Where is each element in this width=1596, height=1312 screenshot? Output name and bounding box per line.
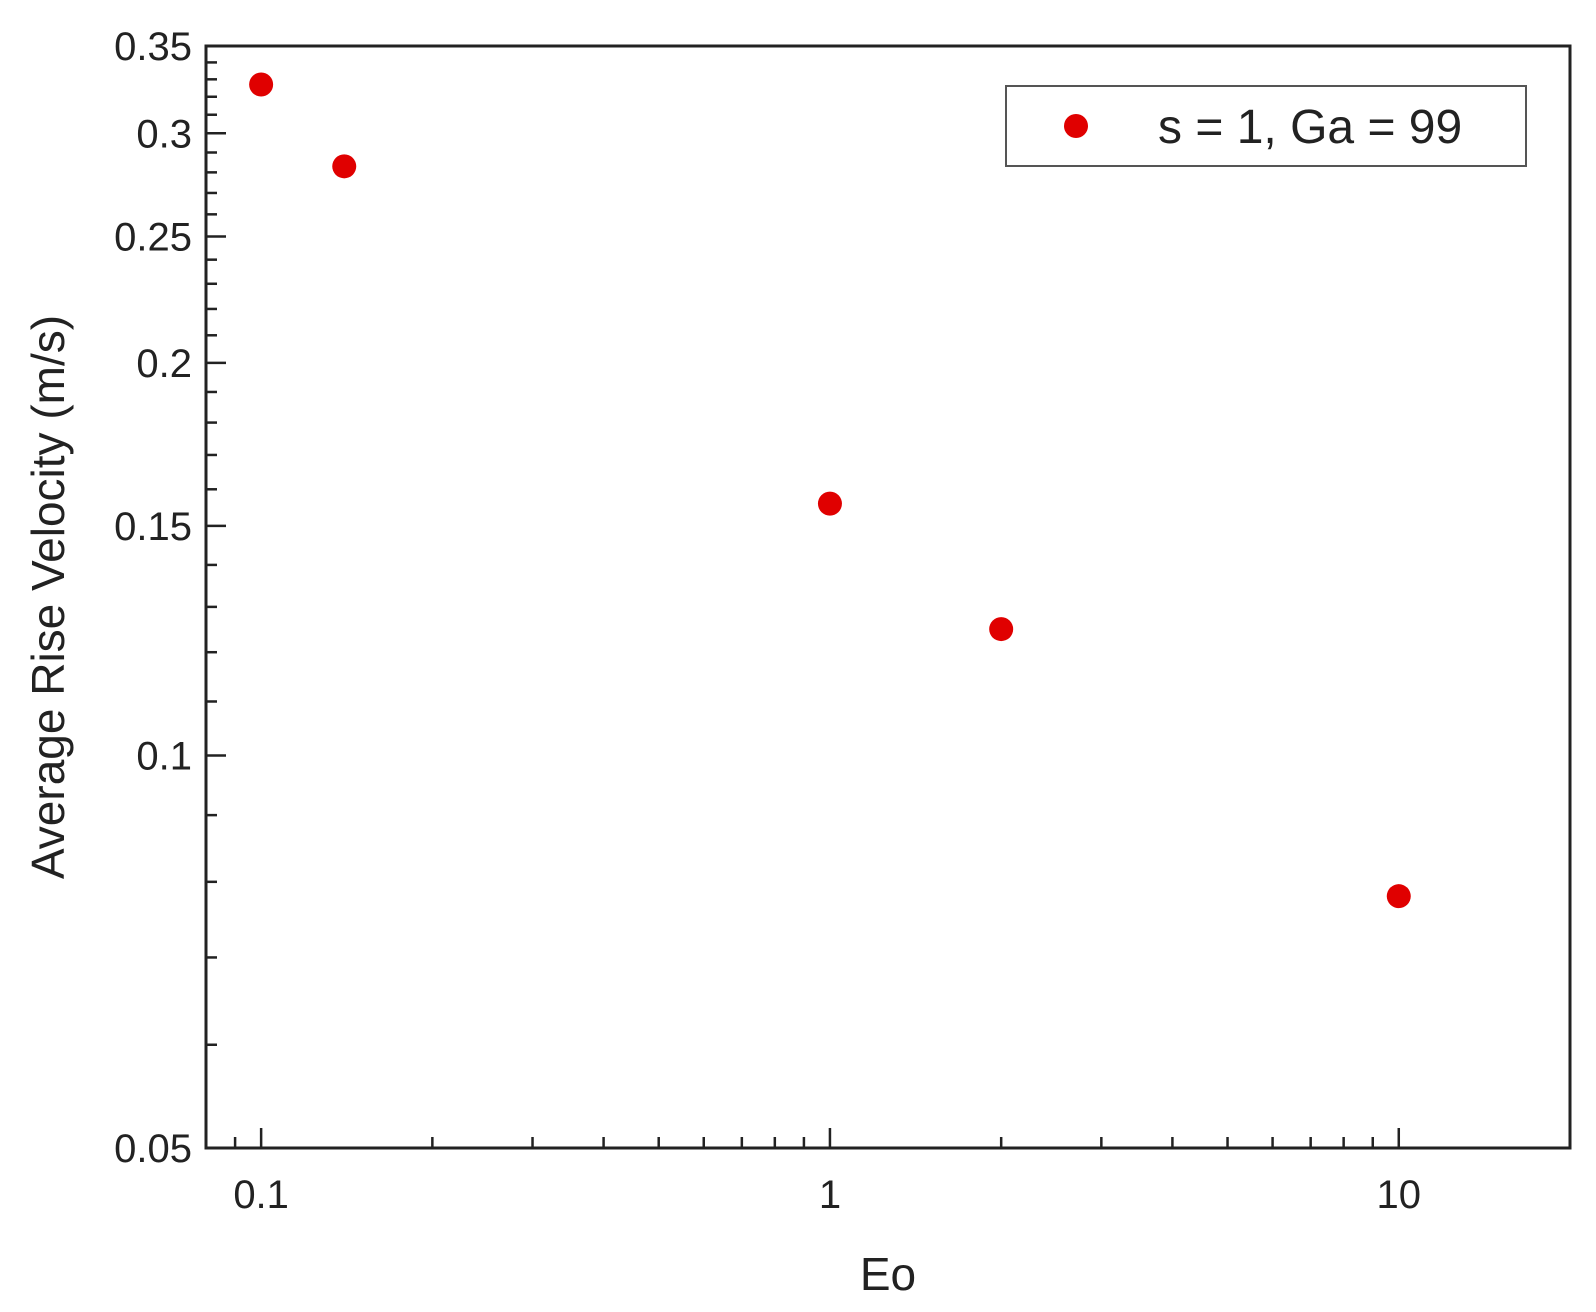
x-axis-ticks: 0.1 1 10 xyxy=(204,1128,1572,1217)
y-tick-label: 0.15 xyxy=(114,505,192,549)
y-tick-label: 0.1 xyxy=(136,734,192,778)
x-tick-label: 0.1 xyxy=(233,1173,289,1217)
data-point xyxy=(332,154,357,179)
x-axis-label: Eo xyxy=(860,1248,916,1300)
y-tick-label: 0.35 xyxy=(114,25,192,69)
plot-area-frame xyxy=(204,44,1572,1150)
legend: s = 1, Ga = 99 xyxy=(1005,85,1527,167)
y-tick-label: 0.2 xyxy=(136,342,192,386)
data-points xyxy=(249,72,1411,909)
y-axis-label: Average Rise Velocity (m/s) xyxy=(22,315,74,879)
y-tick-label: 0.25 xyxy=(114,216,192,260)
data-point xyxy=(817,491,842,516)
legend-marker xyxy=(1064,114,1088,138)
y-tick-label: 0.05 xyxy=(114,1127,192,1171)
data-point xyxy=(989,617,1014,642)
x-tick-label: 10 xyxy=(1377,1173,1422,1217)
legend-box xyxy=(1005,85,1527,167)
y-axis-ticks: 0.05 0.1 0.15 0.2 0.25 0.3 0.35 xyxy=(114,25,226,1171)
data-point xyxy=(249,72,274,97)
data-point xyxy=(1386,884,1411,909)
legend-label: s = 1, Ga = 99 xyxy=(1158,101,1462,154)
x-tick-label: 1 xyxy=(819,1173,841,1217)
y-tick-label: 0.3 xyxy=(136,112,192,156)
